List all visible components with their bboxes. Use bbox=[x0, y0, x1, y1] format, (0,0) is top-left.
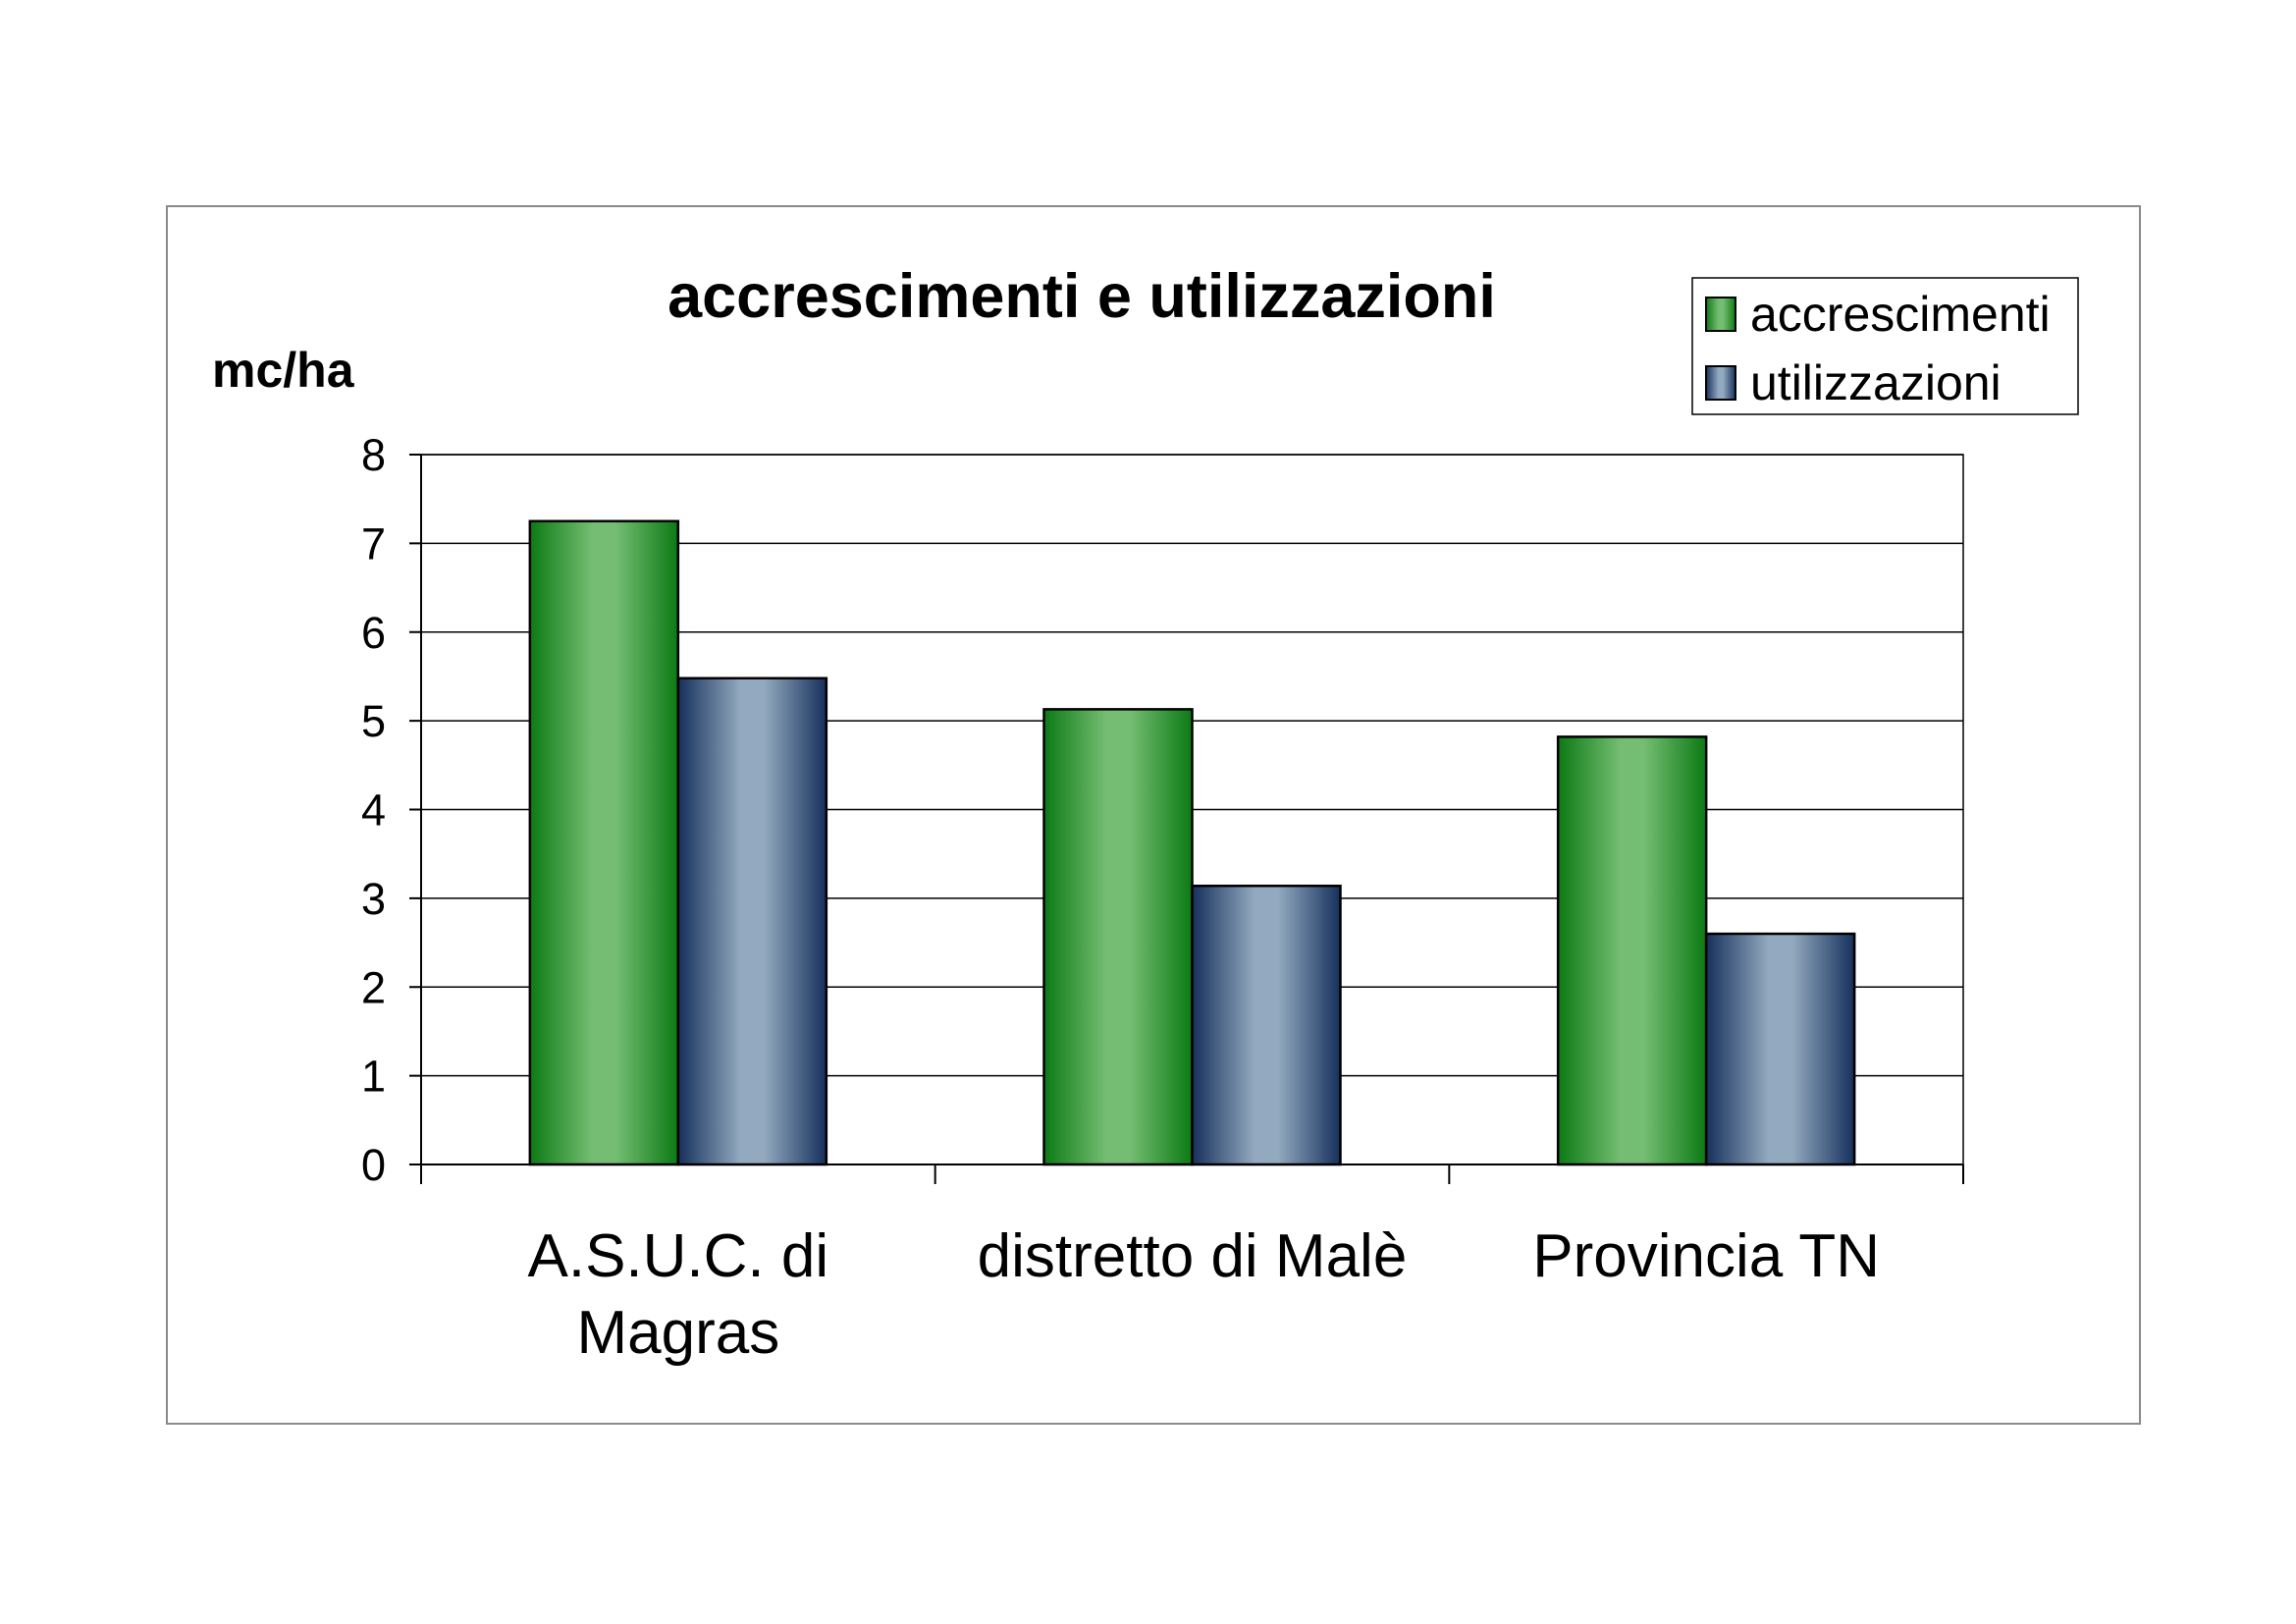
legend-swatch-accrescimenti bbox=[1705, 297, 1736, 332]
y-tick-label-3: 3 bbox=[361, 874, 386, 924]
chart-title: accrescimenti e utilizzazioni bbox=[667, 262, 1496, 331]
x-category-label-0-line-1: Magras bbox=[576, 1299, 779, 1367]
y-tick-label-6: 6 bbox=[361, 608, 386, 658]
y-tick-label-1: 1 bbox=[361, 1052, 386, 1102]
x-category-label-0-line-0: A.S.U.C. di bbox=[528, 1222, 829, 1290]
bar-accrescimenti-1 bbox=[1042, 708, 1194, 1166]
y-axis-label: mc/ha bbox=[212, 343, 355, 398]
legend-swatch-utilizzazioni bbox=[1705, 365, 1736, 401]
y-tick-label-2: 2 bbox=[361, 962, 386, 1012]
y-tick-label-5: 5 bbox=[361, 696, 386, 746]
bar-utilizzazioni-2 bbox=[1704, 932, 1856, 1166]
legend-label-utilizzazioni: utilizzazioni bbox=[1750, 355, 2002, 410]
y-tick-label-4: 4 bbox=[361, 785, 386, 836]
y-tick-label-7: 7 bbox=[361, 518, 386, 568]
legend-box bbox=[1691, 277, 2079, 415]
plot-area: 0 1 2 3 4 5 6 7 8 A.S.U.C. di Magras distretto di M… bbox=[361, 430, 1964, 1367]
bar-utilizzazioni-1 bbox=[1191, 884, 1342, 1166]
y-tick-label-8: 8 bbox=[361, 430, 386, 480]
y-tick-label-0: 0 bbox=[361, 1140, 386, 1190]
legend: accrescimenti utilizzazioni bbox=[1691, 277, 2079, 415]
x-category-label-2: Provincia TN bbox=[1532, 1222, 1880, 1290]
bar-accrescimenti-2 bbox=[1556, 735, 1708, 1166]
bar-utilizzazioni-0 bbox=[676, 677, 828, 1166]
legend-label-accrescimenti: accrescimenti bbox=[1750, 287, 2051, 342]
bar-accrescimenti-0 bbox=[528, 519, 680, 1166]
x-category-label-1: distretto di Malè bbox=[978, 1222, 1408, 1290]
